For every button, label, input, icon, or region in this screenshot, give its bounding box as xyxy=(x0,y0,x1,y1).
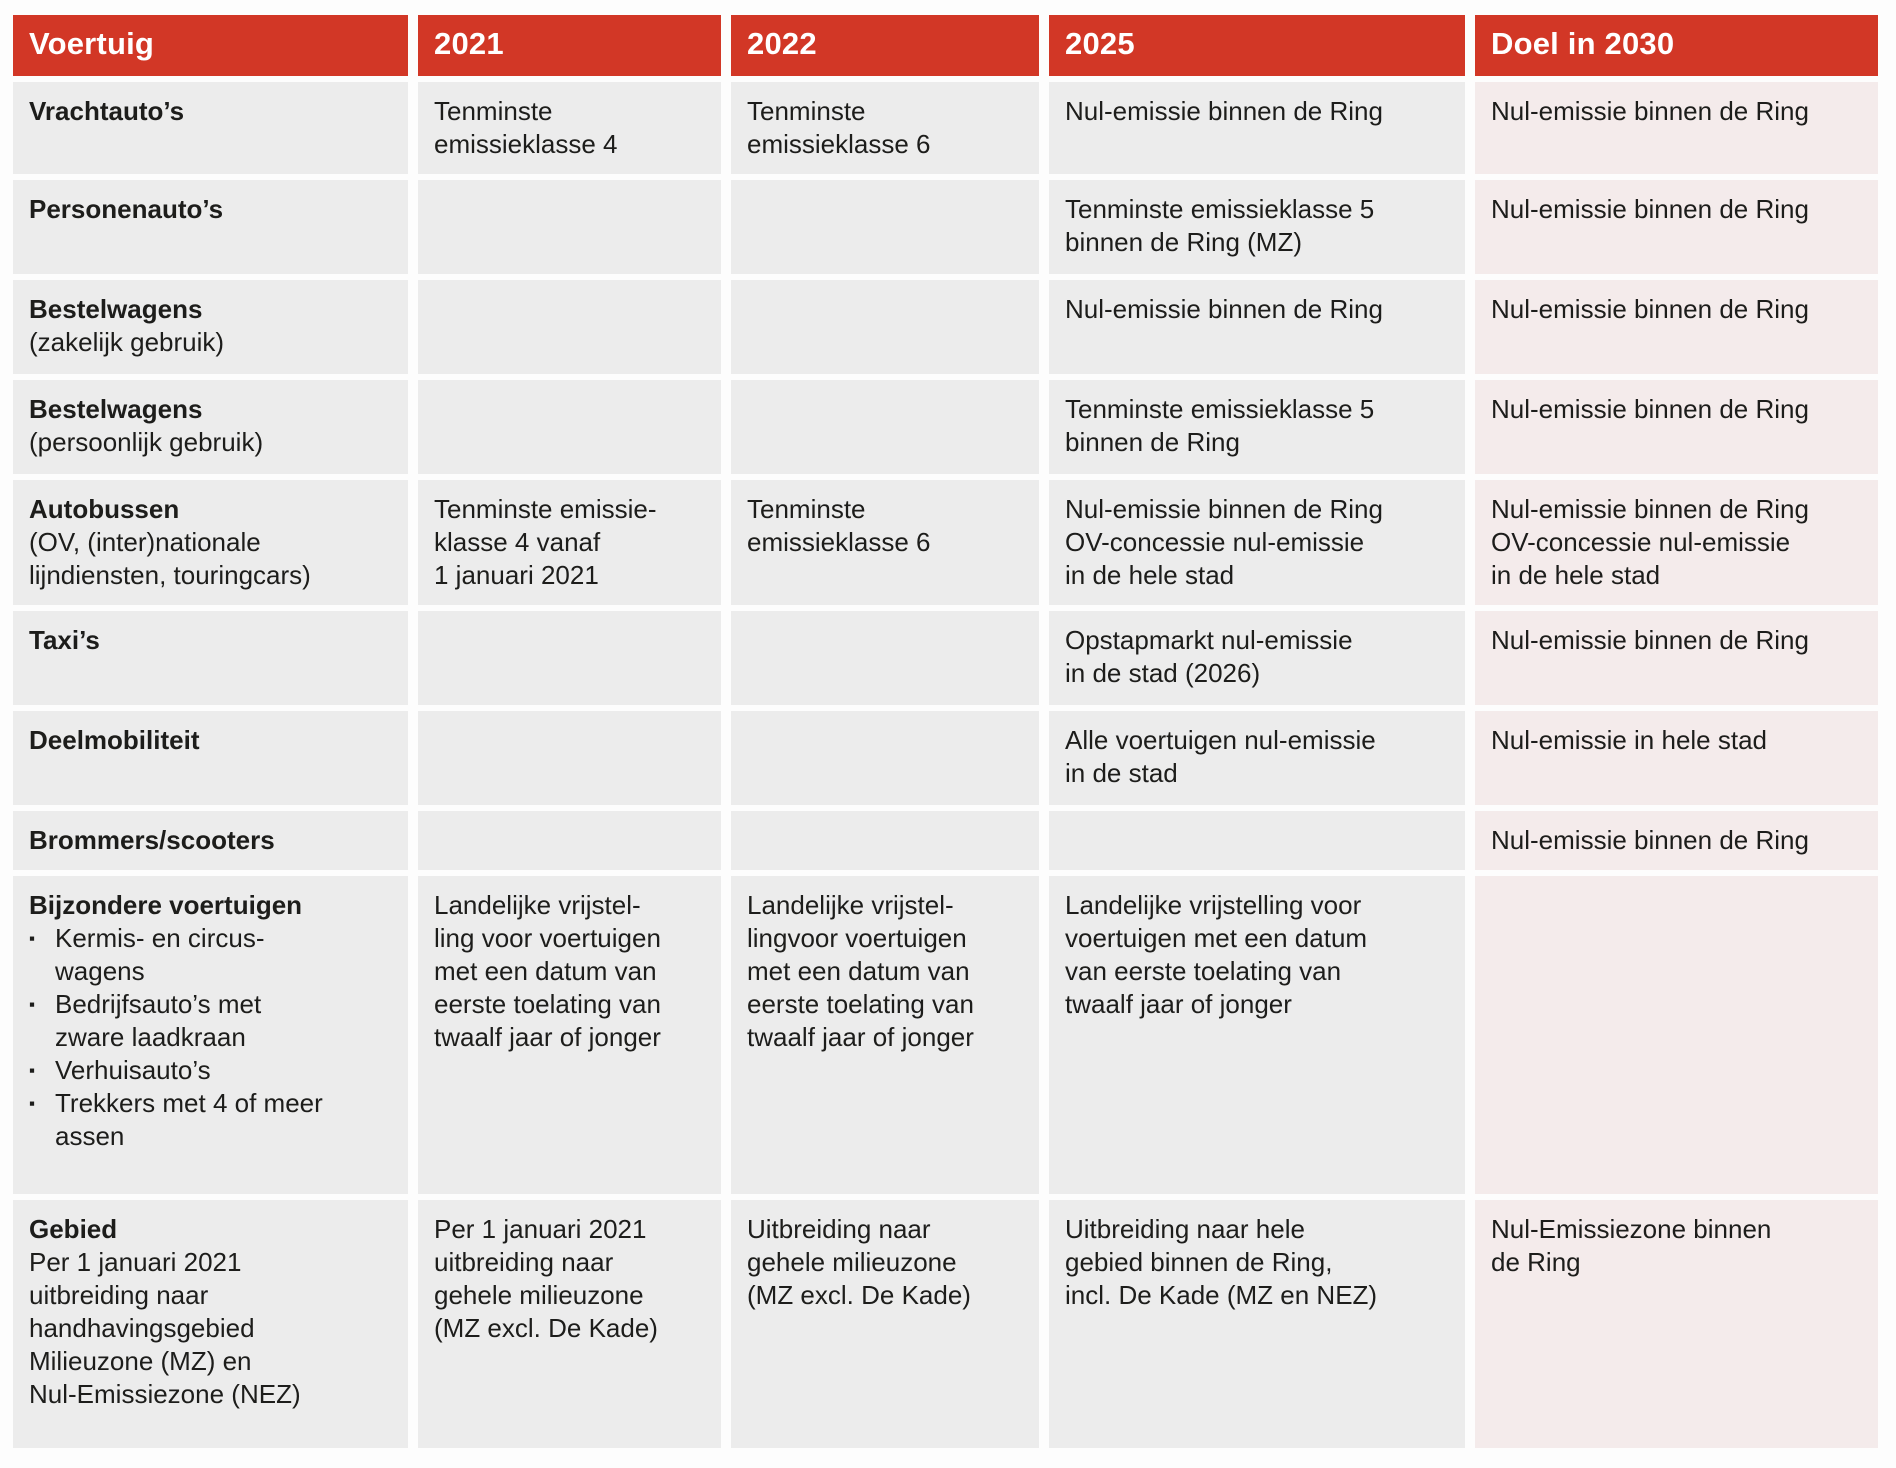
cell-2025: Nul-emissie binnen de Ring xyxy=(1049,82,1465,174)
vehicle-cell: Bestelwagens (persoonlijk gebruik) xyxy=(13,380,408,474)
vehicle-cell: Bestelwagens (zakelijk gebruik) xyxy=(13,280,408,374)
cell-doel-2030: Nul-emissie binnen de Ring xyxy=(1475,811,1878,870)
cell-doel-2030: Nul-emissie binnen de Ring xyxy=(1475,280,1878,374)
vehicle-bullet-list: ▪ Kermis- en circus- wagens ▪ Bedrijfsauto’… xyxy=(29,922,394,1153)
cell-2021: Landelijke vrijstel- ling voor voertuige… xyxy=(418,876,721,1194)
cell-2025: Landelijke vrijstelling voor voertuigen … xyxy=(1049,876,1465,1194)
cell-2025: Tenminste emissieklasse 5 binnen de Ring… xyxy=(1049,180,1465,274)
cell-2025: Nul-emissie binnen de Ring xyxy=(1049,280,1465,374)
bullet-square-icon: ▪ xyxy=(29,1061,36,1080)
vehicle-title: Gebied xyxy=(29,1214,118,1244)
cell-2021 xyxy=(418,711,721,805)
vehicle-subtitle: (zakelijk gebruik) xyxy=(29,327,225,357)
cell-2021 xyxy=(418,280,721,374)
vehicle-title: Vrachtauto’s xyxy=(29,96,185,126)
bullet-text: Trekkers met 4 of meer assen xyxy=(55,1088,323,1151)
column-header-2025: 2025 xyxy=(1049,15,1465,76)
cell-2022 xyxy=(731,280,1039,374)
cell-2021: Per 1 januari 2021 uitbreiding naar gehe… xyxy=(418,1200,721,1448)
cell-doel-2030: Nul-emissie binnen de Ring xyxy=(1475,380,1878,474)
vehicle-title: Personenauto’s xyxy=(29,194,224,224)
column-header-doel-2030: Doel in 2030 xyxy=(1475,15,1878,76)
vehicle-cell: Vrachtauto’s xyxy=(13,82,408,174)
cell-2022 xyxy=(731,611,1039,705)
bullet-text: Kermis- en circus- wagens xyxy=(55,923,265,986)
cell-2021 xyxy=(418,811,721,870)
vehicle-cell: Gebied Per 1 januari 2021 uitbreiding naa… xyxy=(13,1200,408,1448)
vehicle-title: Deelmobiliteit xyxy=(29,725,200,755)
vehicle-cell: Taxi’s xyxy=(13,611,408,705)
bullet-text: Verhuisauto’s xyxy=(55,1055,211,1085)
cell-doel-2030: Nul-Emissiezone binnen de Ring xyxy=(1475,1200,1878,1448)
vehicle-subtitle: (OV, (inter)nationale lijndiensten, tour… xyxy=(29,527,311,590)
cell-2021 xyxy=(418,380,721,474)
cell-2021: Tenminste emissieklasse 4 xyxy=(418,82,721,174)
column-header-2022: 2022 xyxy=(731,15,1039,76)
cell-doel-2030 xyxy=(1475,876,1878,1194)
cell-2022: Landelijke vrijstel- lingvoor voertuigen… xyxy=(731,876,1039,1194)
cell-2022 xyxy=(731,380,1039,474)
vehicle-bullet-item: ▪ Kermis- en circus- wagens xyxy=(29,922,394,988)
cell-2022: Uitbreiding naar gehele milieuzone (MZ e… xyxy=(731,1200,1039,1448)
vehicle-title: Brommers/scooters xyxy=(29,825,275,855)
vehicle-subtitle: (persoonlijk gebruik) xyxy=(29,427,264,457)
bullet-square-icon: ▪ xyxy=(29,995,36,1014)
table-grid: Voertuig 2021 2022 2025 Doel in 2030 Vra… xyxy=(13,15,1878,1448)
cell-2025: Nul-emissie binnen de Ring OV-concessie … xyxy=(1049,480,1465,605)
vehicle-bullet-item: ▪ Trekkers met 4 of meer assen xyxy=(29,1087,394,1153)
cell-2022: Tenminste emissieklasse 6 xyxy=(731,82,1039,174)
cell-2025: Tenminste emissieklasse 5 binnen de Ring xyxy=(1049,380,1465,474)
cell-doel-2030: Nul-emissie binnen de Ring xyxy=(1475,82,1878,174)
cell-2022 xyxy=(731,711,1039,805)
cell-2021 xyxy=(418,180,721,274)
vehicle-cell: Bijzondere voertuigen ▪ Kermis- en circus-… xyxy=(13,876,408,1194)
vehicle-title: Bijzondere voertuigen xyxy=(29,890,303,920)
cell-2022 xyxy=(731,811,1039,870)
vehicle-bullet-item: ▪ Bedrijfsauto’s met zware laadkraan xyxy=(29,988,394,1054)
column-header-2021: 2021 xyxy=(418,15,721,76)
vehicle-cell: Personenauto’s xyxy=(13,180,408,274)
cell-doel-2030: Nul-emissie binnen de Ring OV-concessie … xyxy=(1475,480,1878,605)
cell-doel-2030: Nul-emissie in hele stad xyxy=(1475,711,1878,805)
bullet-square-icon: ▪ xyxy=(29,1094,36,1113)
vehicle-title: Autobussen xyxy=(29,494,180,524)
vehicle-subtitle: Per 1 januari 2021 uitbreiding naar hand… xyxy=(29,1247,301,1409)
cell-2021: Tenminste emissie- klasse 4 vanaf 1 janu… xyxy=(418,480,721,605)
cell-2022: Tenminste emissieklasse 6 xyxy=(731,480,1039,605)
cell-2025: Alle voertuigen nul-emissie in de stad xyxy=(1049,711,1465,805)
cell-2025: Opstapmarkt nul-emissie in de stad (2026… xyxy=(1049,611,1465,705)
vehicle-title: Bestelwagens xyxy=(29,394,203,424)
vehicle-bullet-item: ▪ Verhuisauto’s xyxy=(29,1054,394,1087)
vehicle-cell: Deelmobiliteit xyxy=(13,711,408,805)
bullet-text: Bedrijfsauto’s met zware laadkraan xyxy=(55,989,262,1052)
column-header-voertuig: Voertuig xyxy=(13,15,408,76)
cell-doel-2030: Nul-emissie binnen de Ring xyxy=(1475,611,1878,705)
vehicle-cell: Autobussen (OV, (inter)nationale lijndien… xyxy=(13,480,408,605)
vehicle-cell: Brommers/scooters xyxy=(13,811,408,870)
vehicle-title: Bestelwagens xyxy=(29,294,203,324)
vehicle-title: Taxi’s xyxy=(29,625,100,655)
bullet-square-icon: ▪ xyxy=(29,929,36,948)
cell-2021 xyxy=(418,611,721,705)
cell-doel-2030: Nul-emissie binnen de Ring xyxy=(1475,180,1878,274)
cell-2022 xyxy=(731,180,1039,274)
cell-2025 xyxy=(1049,811,1465,870)
cell-2025: Uitbreiding naar hele gebied binnen de R… xyxy=(1049,1200,1465,1448)
